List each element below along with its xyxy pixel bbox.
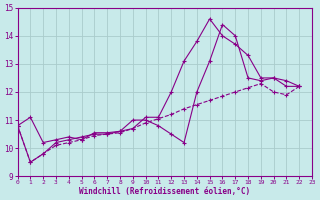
X-axis label: Windchill (Refroidissement éolien,°C): Windchill (Refroidissement éolien,°C)	[79, 187, 250, 196]
